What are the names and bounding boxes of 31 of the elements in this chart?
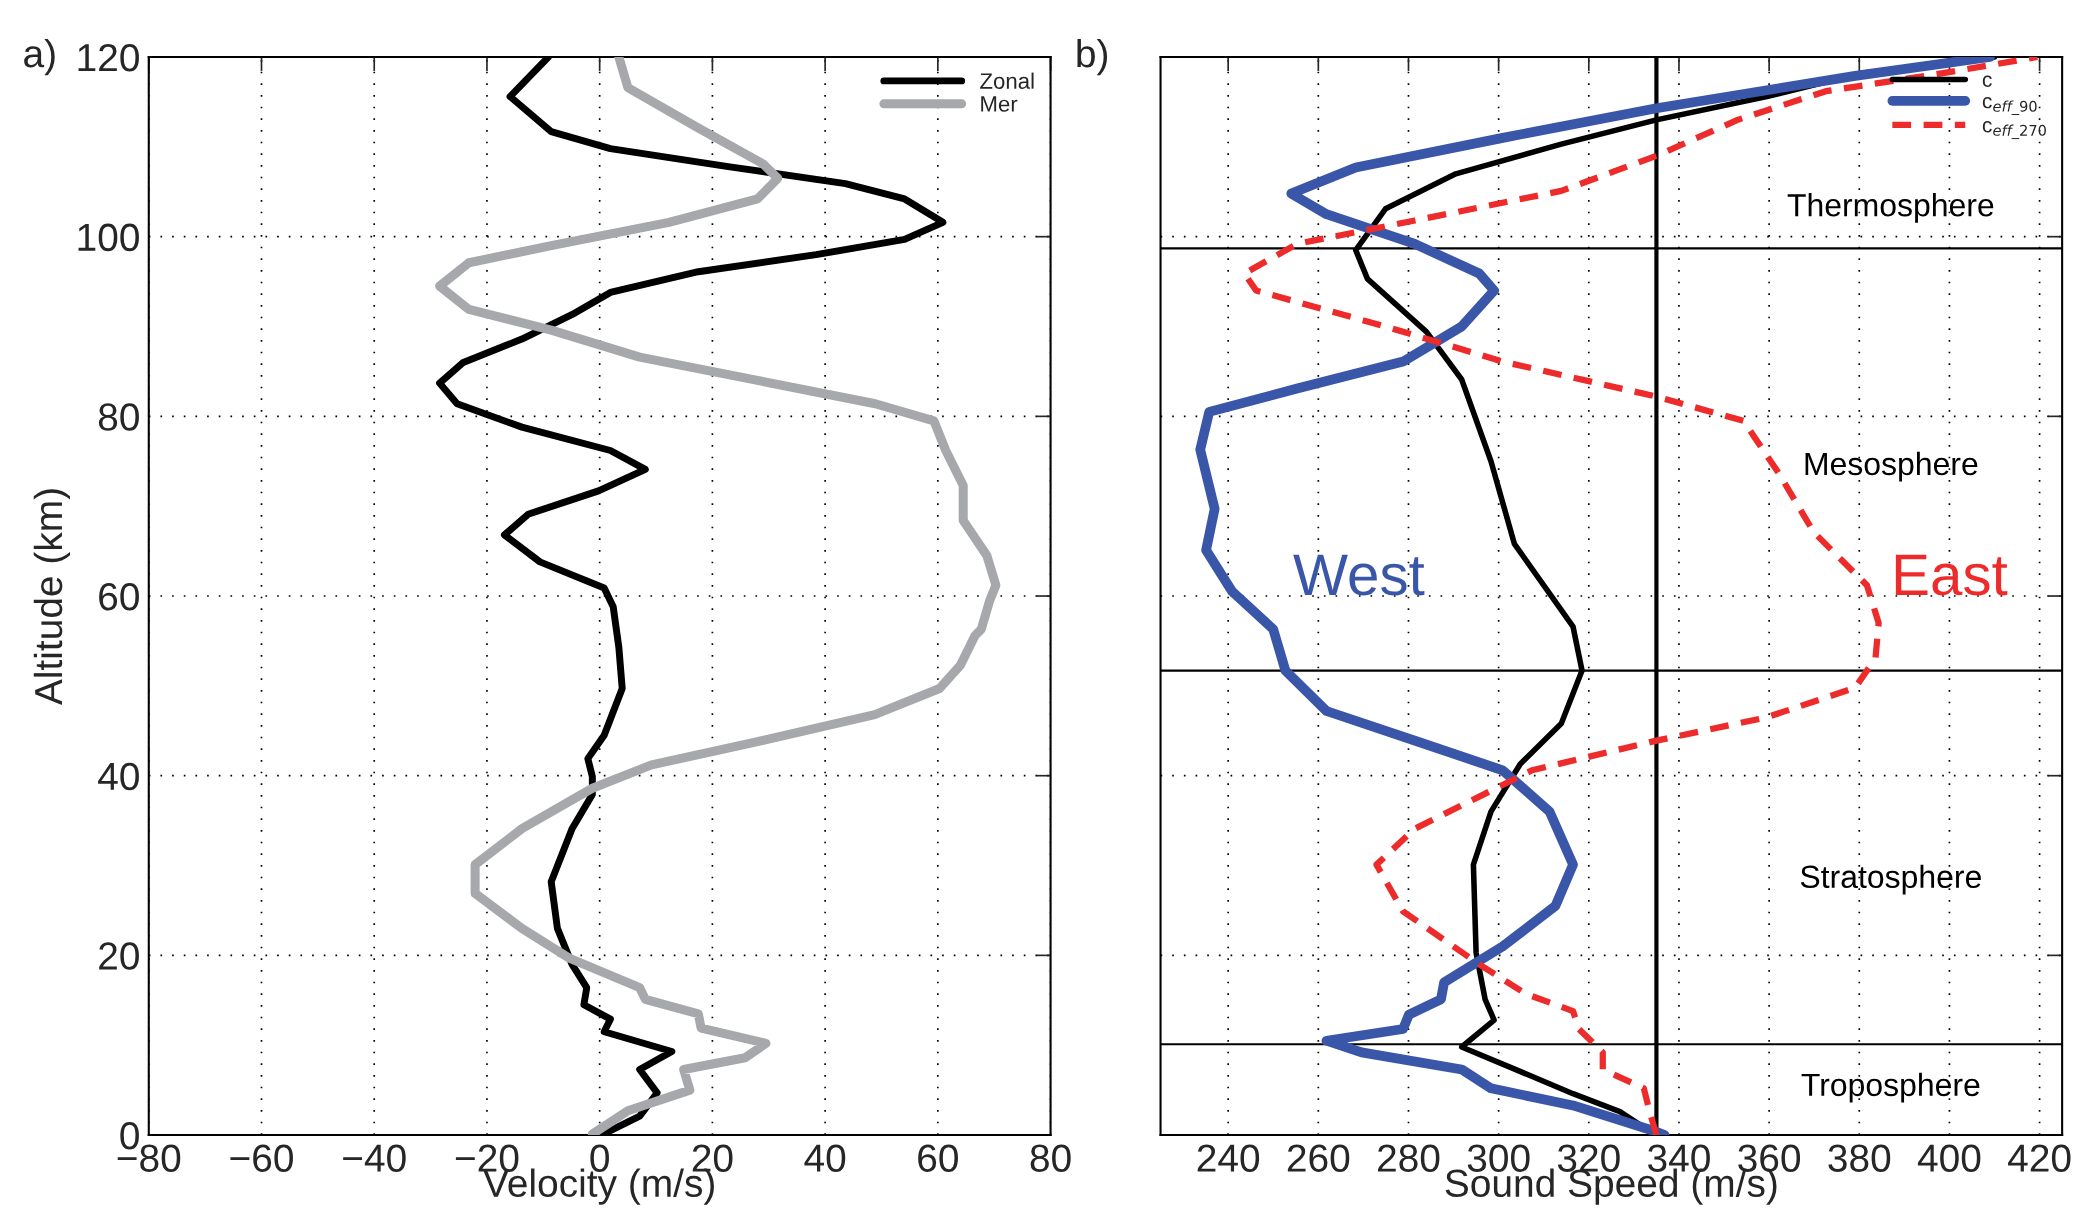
annotation: Troposphere xyxy=(1801,1072,1980,1103)
chart-title: b) xyxy=(1077,38,1108,76)
x-tick-label: 380 xyxy=(1828,1144,1891,1172)
y-tick-label: 100 xyxy=(78,223,139,252)
x-tick-label: 280 xyxy=(1378,1144,1440,1172)
chart-title: a) xyxy=(24,38,55,76)
annotation: Thermosphere xyxy=(1787,193,1994,223)
x-tick-label: 40 xyxy=(804,1144,846,1172)
legend-label: c$_{eff_270}$ xyxy=(1982,121,2046,140)
annotation: East xyxy=(1895,554,2008,596)
legend-label: Zonal xyxy=(980,72,1034,89)
x-tick-label: −40 xyxy=(343,1144,406,1172)
x-tick-label: 60 xyxy=(918,1144,958,1172)
y-tick-label: 40 xyxy=(98,762,139,791)
x-tick-label: −60 xyxy=(230,1144,293,1172)
x-tick-label: 400 xyxy=(1917,1144,1981,1172)
x-tick-label: 80 xyxy=(1030,1144,1071,1172)
annotation: Mesosphere xyxy=(1805,451,1978,482)
y-axis-title: Altitude (km) xyxy=(33,489,70,706)
annotation: Stratosphere xyxy=(1800,864,1981,895)
legend-label: c$_{eff_90}$ xyxy=(1982,96,2037,116)
annotation: West xyxy=(1293,554,1425,596)
y-tick-label: 20 xyxy=(99,942,139,970)
y-tick-label: 120 xyxy=(78,43,139,72)
legend-label: c xyxy=(1982,75,1992,87)
y-tick-label: 60 xyxy=(99,582,139,611)
x-tick-label: 420 xyxy=(2008,1144,2071,1172)
y-tick-label: 80 xyxy=(98,403,139,431)
x-tick-label: 260 xyxy=(1287,1144,1350,1172)
x-tick-label: 240 xyxy=(1197,1144,1260,1172)
legend-label: Mer xyxy=(981,96,1018,112)
